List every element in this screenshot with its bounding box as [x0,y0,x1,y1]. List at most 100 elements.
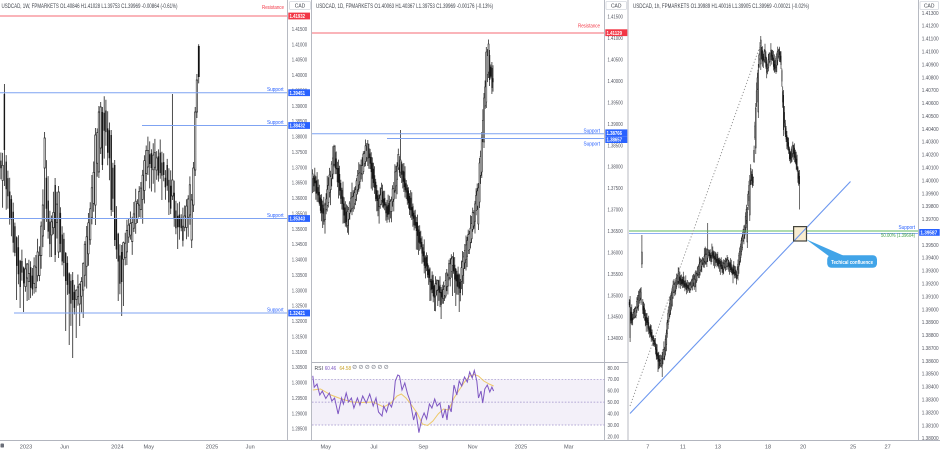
svg-text:1.39100: 1.39100 [922,294,939,300]
svg-text:CAD: CAD [924,4,935,10]
svg-text:1.41200: 1.41200 [922,24,939,30]
svg-text:2025: 2025 [206,444,218,450]
svg-text:1.39300: 1.39300 [922,269,939,275]
svg-text:1.38766: 1.38766 [607,131,623,137]
svg-text:1.40500: 1.40500 [608,58,623,64]
svg-text:1.41500: 1.41500 [292,27,307,33]
svg-text:1.40500: 1.40500 [922,114,939,120]
svg-text:1.33000: 1.33000 [292,288,307,294]
svg-text:1.41000: 1.41000 [292,42,307,48]
svg-text:1.38200: 1.38200 [922,410,939,416]
svg-text:7: 7 [646,444,649,450]
svg-text:1.41100: 1.41100 [922,37,939,43]
svg-text:1.41932: 1.41932 [290,14,306,20]
svg-text:Sep: Sep [418,444,428,450]
svg-text:50.00: 50.00 [608,400,620,406]
svg-text:30.00: 30.00 [608,423,620,429]
svg-text:1.32000: 1.32000 [292,319,307,325]
svg-text:1.36000: 1.36000 [608,250,623,256]
svg-text:1.39900: 1.39900 [922,191,939,197]
svg-text:1.39000: 1.39000 [608,122,623,128]
svg-text:1.32421: 1.32421 [290,311,306,317]
svg-text:1.38900: 1.38900 [922,320,939,326]
svg-text:80.00: 80.00 [608,366,620,372]
svg-text:Support: Support [267,213,284,219]
svg-text:USDCAD, 1W, FPMARKETS O1.4084: USDCAD, 1W, FPMARKETS O1.40846 H1.41028 … [2,3,178,10]
svg-text:Support: Support [267,120,284,126]
svg-text:1.39500: 1.39500 [922,243,939,249]
svg-text:1.38432: 1.38432 [290,124,306,130]
svg-text:Support: Support [584,142,601,148]
svg-text:1.37000: 1.37000 [608,208,623,214]
svg-text:1.39500: 1.39500 [608,100,623,106]
svg-text:1.41000: 1.41000 [922,50,939,56]
svg-text:11: 11 [680,444,686,450]
svg-text:1.39000: 1.39000 [922,307,939,313]
svg-text:1.37500: 1.37500 [608,186,623,192]
svg-text:1.41300: 1.41300 [922,11,939,17]
svg-text:1.39700: 1.39700 [922,217,939,223]
svg-text:Nov: Nov [468,444,478,450]
svg-text:1.35000: 1.35000 [608,293,623,299]
svg-text:1.35000: 1.35000 [292,227,307,233]
svg-text:May: May [144,444,155,450]
svg-text:1.38600: 1.38600 [922,359,939,365]
svg-text:1.36500: 1.36500 [608,229,623,235]
svg-text:1.39000: 1.39000 [292,104,307,110]
svg-text:60.00: 60.00 [608,389,620,395]
svg-text:1.38657: 1.38657 [607,138,623,144]
svg-text:1.34500: 1.34500 [608,315,623,321]
svg-text:40.00: 40.00 [608,412,620,418]
svg-text:1.38500: 1.38500 [922,372,939,378]
svg-text:1.35500: 1.35500 [608,272,623,278]
svg-text:1.40500: 1.40500 [292,58,307,64]
svg-text:1.38000: 1.38000 [608,165,623,171]
svg-text:2023: 2023 [20,444,32,450]
svg-text:1.28500: 1.28500 [292,427,307,433]
svg-text:1.40000: 1.40000 [292,73,307,79]
svg-text:Mar: Mar [564,444,574,450]
svg-text:Support: Support [899,225,916,231]
svg-text:60.46: 60.46 [325,366,337,372]
svg-text:1.31500: 1.31500 [292,334,307,340]
svg-text:1.29500: 1.29500 [292,396,307,402]
svg-text:1.38100: 1.38100 [922,423,939,429]
svg-text:1.38700: 1.38700 [922,346,939,352]
svg-text:Jul: Jul [370,444,377,450]
svg-text:USDCAD, 1D, FPMARKETS O1.4006: USDCAD, 1D, FPMARKETS O1.40063 H1.40367 … [316,3,493,10]
svg-text:Resistance: Resistance [578,24,600,30]
svg-text:CAD: CAD [295,4,306,10]
svg-text:1.40600: 1.40600 [922,101,939,107]
svg-text:Resistance: Resistance [262,5,284,11]
svg-text:25: 25 [850,444,856,450]
svg-text:1.40000: 1.40000 [608,79,623,85]
svg-text:1.34000: 1.34000 [292,258,307,264]
svg-text:1.38800: 1.38800 [922,333,939,339]
svg-text:1.38000: 1.38000 [292,135,307,141]
svg-text:1.40100: 1.40100 [922,166,939,172]
svg-text:1.38000: 1.38000 [922,436,939,442]
svg-text:1.40200: 1.40200 [922,153,939,159]
svg-text:1.33500: 1.33500 [292,273,307,279]
svg-text:1.40000: 1.40000 [922,178,939,184]
svg-text:1.39587: 1.39587 [920,231,937,237]
svg-text:13: 13 [715,444,721,450]
svg-text:1.35343: 1.35343 [290,217,306,223]
svg-text:Support: Support [267,308,284,314]
svg-text:1.31000: 1.31000 [292,350,307,356]
svg-text:27: 27 [884,444,890,450]
svg-text:20.00: 20.00 [608,434,620,440]
svg-text:RSI: RSI [315,366,324,372]
svg-text:20: 20 [800,444,806,450]
svg-text:1.40700: 1.40700 [922,88,939,94]
svg-text:1.40400: 1.40400 [922,127,939,133]
svg-text:50.00% (1.39604): 50.00% (1.39604) [881,233,915,239]
svg-text:1.39200: 1.39200 [922,282,939,288]
svg-text:64.58: 64.58 [340,366,352,372]
svg-text:2024: 2024 [111,444,123,450]
svg-text:1.36500: 1.36500 [292,181,307,187]
svg-text:1.41500: 1.41500 [608,15,623,21]
svg-text:1.30500: 1.30500 [292,365,307,371]
svg-text:1.38400: 1.38400 [922,385,939,391]
svg-text:1.30000: 1.30000 [292,381,307,387]
